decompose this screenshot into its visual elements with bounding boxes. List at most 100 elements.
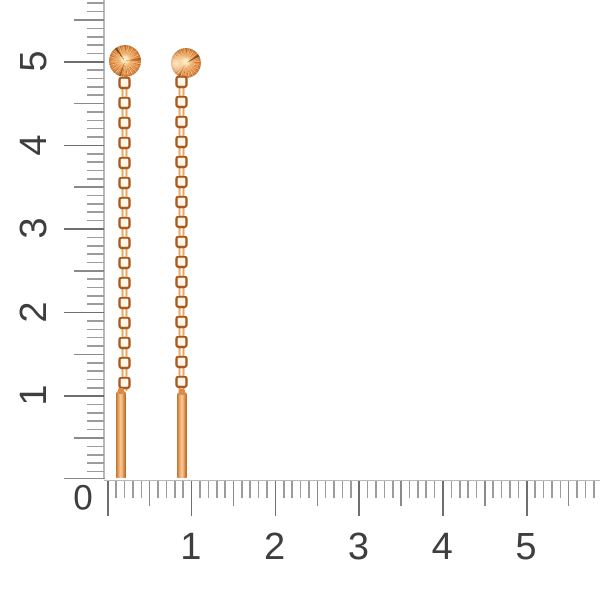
horizontal-ruler-edge-line [104,479,600,481]
horizontal-ruler-label-4: 4 [431,526,453,568]
vertical-minor-tick [87,345,104,347]
horizontal-minor-tick [425,481,428,498]
vertical-minor-tick [87,412,104,414]
left-earring-pin-bar [116,388,126,478]
vertical-minor-tick [87,136,104,138]
horizontal-major-tick [358,481,360,516]
horizontal-minor-tick [450,481,453,498]
vertical-minor-tick [87,94,104,97]
horizontal-minor-tick [132,481,134,498]
horizontal-minor-tick [350,481,352,498]
vertical-minor-tick [87,219,104,222]
horizontal-minor-tick [299,481,302,498]
horizontal-minor-tick [140,481,143,498]
vertical-mid-tick [74,270,104,272]
vertical-ruler-label-3: 3 [13,217,55,239]
right-pin-neck [178,389,185,395]
horizontal-mid-tick [484,481,486,506]
horizontal-minor-tick [458,481,461,498]
vertical-minor-tick [87,2,104,5]
vertical-minor-tick [87,27,104,30]
horizontal-major-tick [274,481,277,516]
horizontal-minor-tick [199,481,201,498]
horizontal-ruler-label-5: 5 [515,526,537,568]
vertical-ruler-zero-mark [64,477,105,480]
horizontal-minor-tick [366,481,369,498]
horizontal-ruler-label-3: 3 [347,526,369,568]
horizontal-ruler-label-2: 2 [264,526,286,568]
horizontal-minor-tick [215,481,218,498]
horizontal-minor-tick [174,481,176,498]
left-earring-chain [117,77,131,391]
vertical-major-tick [64,61,104,63]
vertical-major-tick [64,144,104,147]
horizontal-minor-tick [408,481,411,498]
vertical-mid-tick [74,19,104,21]
horizontal-minor-tick [249,481,252,498]
horizontal-minor-tick [308,481,310,498]
vertical-minor-tick [87,52,104,55]
horizontal-minor-tick [123,481,126,498]
horizontal-minor-tick [341,481,344,498]
vertical-minor-tick [87,428,104,431]
horizontal-minor-tick [517,481,520,498]
vertical-minor-tick [87,278,104,280]
vertical-minor-tick [87,127,104,130]
horizontal-minor-tick [500,481,503,498]
vertical-minor-tick [87,303,104,306]
horizontal-ruler-label-1: 1 [180,526,202,568]
vertical-mid-tick [74,437,104,439]
vertical-minor-tick [87,320,104,322]
horizontal-minor-tick [282,481,285,498]
vertical-major-tick [64,228,104,230]
vertical-minor-tick [87,462,104,464]
horizontal-minor-tick [391,481,394,498]
vertical-ruler-label-2: 2 [13,301,55,323]
horizontal-mid-tick [400,481,402,506]
vertical-major-tick [64,311,104,314]
horizontal-major-tick [190,481,193,516]
vertical-minor-tick [87,295,104,297]
horizontal-major-tick [442,481,444,516]
horizontal-minor-tick [241,481,243,498]
horizontal-minor-tick [584,481,587,498]
vertical-minor-tick [87,236,104,239]
horizontal-minor-tick [417,481,419,498]
vertical-minor-tick [87,261,104,264]
horizontal-minor-tick [157,481,159,498]
horizontal-minor-tick [375,481,377,498]
vertical-mid-tick [74,353,104,356]
vertical-minor-tick [87,253,104,255]
vertical-minor-tick [87,470,104,473]
horizontal-minor-tick [165,481,168,498]
vertical-minor-tick [87,44,104,46]
vertical-ruler-edge-line [103,0,105,479]
vertical-minor-tick [87,328,104,331]
horizontal-minor-tick [257,481,260,498]
vertical-minor-tick [87,35,104,38]
horizontal-major-tick [107,481,109,516]
horizontal-minor-tick [492,481,495,498]
vertical-mid-tick [74,186,104,188]
horizontal-minor-tick [291,481,293,498]
vertical-minor-tick [87,119,104,122]
horizontal-minor-tick [324,481,327,498]
vertical-minor-tick [87,387,104,389]
horizontal-minor-tick [475,481,478,498]
horizontal-minor-tick [115,481,117,498]
vertical-minor-tick [87,152,104,155]
vertical-minor-tick [87,161,104,163]
vertical-minor-tick [87,370,104,372]
horizontal-mid-tick [316,481,319,506]
horizontal-minor-tick [433,481,436,498]
horizontal-minor-tick [509,481,511,498]
vertical-minor-tick [87,420,104,423]
horizontal-minor-tick [207,481,210,498]
horizontal-minor-tick [383,481,386,498]
vertical-minor-tick [87,194,104,197]
vertical-minor-tick [87,361,104,364]
horizontal-minor-tick [576,481,578,498]
horizontal-mid-tick [232,481,235,506]
horizontal-minor-tick [467,481,469,498]
